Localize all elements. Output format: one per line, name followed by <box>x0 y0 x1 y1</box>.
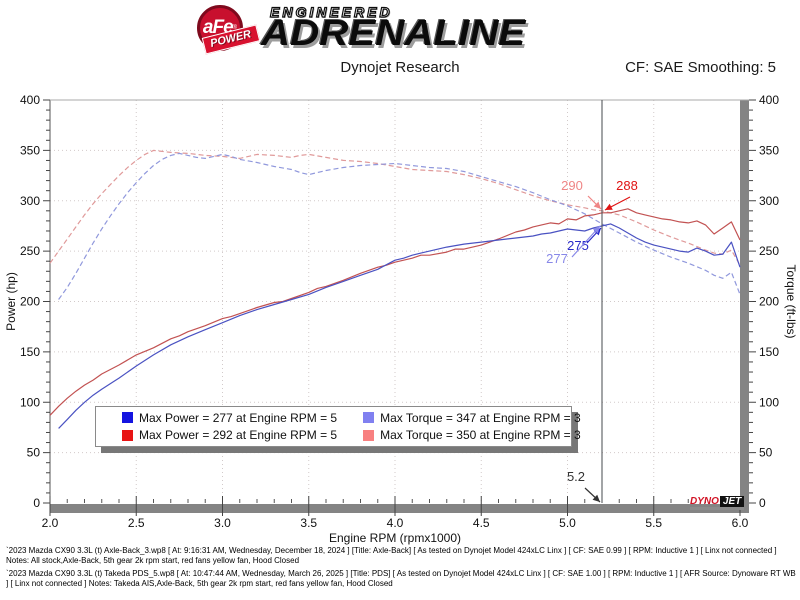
legend-entry-power-axleback: Max Power = 277 at Engine RPM = 5 <box>96 411 337 425</box>
cursor-value-label: 275 <box>567 238 589 253</box>
run-info-footer: `2023 Mazda CX90 3.3L (t) Axle-Back_3.wp… <box>6 546 796 592</box>
tagline-adrenaline: ADRENALINE <box>261 12 526 53</box>
y-axis-label-right: 0 <box>759 496 766 510</box>
smoothing-setting: CF: SAE Smoothing: 5 <box>625 59 776 76</box>
y-axis-label-right: 200 <box>759 295 779 309</box>
cursor-value-label: 290 <box>561 178 583 193</box>
annotation-arrowhead <box>592 226 600 234</box>
x-axis-label: 4.5 <box>473 516 490 530</box>
x-axis-label: 2.5 <box>128 516 145 530</box>
dynojet-logo-jet: JET <box>719 496 745 507</box>
annotation-arrowhead <box>592 494 600 502</box>
x-axis-label: 5.0 <box>559 516 576 530</box>
y-axis-label-right: 50 <box>759 446 773 460</box>
y-axis-label-left: 400 <box>20 93 40 107</box>
y-axis-label-left: 200 <box>20 295 40 309</box>
y-axis-label-right: 250 <box>759 244 779 258</box>
x-axis-label: 5.5 <box>645 516 662 530</box>
legend-label: Max Torque = 350 at Engine RPM = 3 <box>380 428 581 443</box>
cursor-value-label: 288 <box>616 178 638 193</box>
legend-swatch-periwinkle <box>363 412 375 424</box>
right-axis-band <box>740 100 749 504</box>
curve-power-pds <box>49 208 741 416</box>
legend-label: Max Torque = 347 at Engine RPM = 3 <box>380 410 581 425</box>
y-axis-label-left: 50 <box>27 446 41 460</box>
run-info-line-2: `2023 Mazda CX90 3.3L (t) Takeda PDS_5.w… <box>6 569 796 588</box>
run-info-line-1: `2023 Mazda CX90 3.3L (t) Axle-Back_3.wp… <box>6 546 777 565</box>
torque-axis-title: Torque (ft-lbs) <box>784 264 798 338</box>
x-axis-label: 3.5 <box>300 516 317 530</box>
y-axis-label-left: 0 <box>33 496 40 510</box>
y-axis-label-right: 400 <box>759 93 779 107</box>
chart-title: Dynojet Research <box>340 59 460 76</box>
cursor-value-label: 277 <box>546 251 568 266</box>
tagline-engineered: ENGINEERED <box>269 3 393 20</box>
x-axis-label: 4.0 <box>387 516 404 530</box>
y-axis-label-right: 300 <box>759 194 779 208</box>
legend-entry-torque-axleback: Max Torque = 347 at Engine RPM = 3 <box>337 411 581 425</box>
curve-torque-pds <box>49 149 741 266</box>
power-axis-title: Power (hp) <box>4 272 18 331</box>
registered-mark: ® <box>232 25 238 31</box>
annotation-arrowhead <box>593 201 601 209</box>
curve-power-axleback <box>58 223 741 429</box>
cursor-value-label: 5.2 <box>567 469 585 484</box>
curve-torque-axleback <box>58 152 741 300</box>
x-axis-band <box>50 504 749 513</box>
legend-entry-power-pds: Max Power = 292 at Engine RPM = 5 <box>96 428 337 442</box>
legend-label: Max Power = 277 at Engine RPM = 5 <box>139 410 338 425</box>
rpm-axis-title: Engine RPM (rpmx1000) <box>329 531 461 545</box>
legend-box: Max Power = 277 at Engine RPM = 5 Max To… <box>95 406 581 447</box>
y-axis-label-right: 350 <box>759 143 779 157</box>
legend-swatch-blue <box>122 412 133 424</box>
dynojet-logo-dyno: DYNO <box>690 496 719 507</box>
y-axis-label-left: 150 <box>20 345 40 359</box>
legend-label: Max Power = 292 at Engine RPM = 5 <box>139 428 338 443</box>
y-axis-label-left: 250 <box>20 244 40 258</box>
y-axis-label-right: 150 <box>759 345 779 359</box>
y-axis-label-left: 100 <box>20 395 40 409</box>
legend-swatch-red <box>122 429 133 441</box>
x-axis-label: 3.0 <box>214 516 231 530</box>
y-axis-label-right: 100 <box>759 395 779 409</box>
x-axis-label: 6.0 <box>732 516 749 530</box>
y-axis-label-left: 300 <box>20 194 40 208</box>
dynojet-logo: DYNO JET <box>690 496 745 510</box>
annotation-arrowhead <box>605 203 613 210</box>
x-axis-label: 2.0 <box>42 516 59 530</box>
legend-swatch-salmon <box>363 429 375 441</box>
y-axis-label-left: 350 <box>20 143 40 157</box>
legend-entry-torque-pds: Max Torque = 350 at Engine RPM = 3 <box>337 428 581 442</box>
